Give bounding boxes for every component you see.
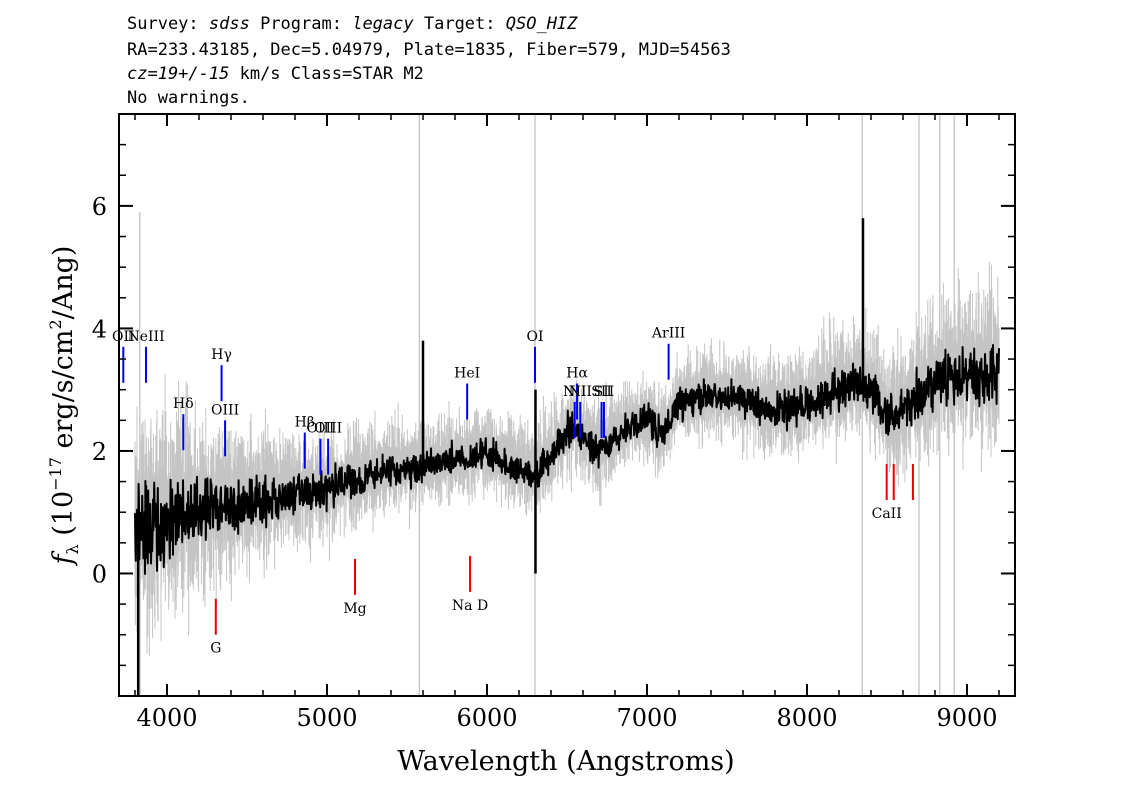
flux-layer [134, 218, 1000, 696]
y-axis-title-mid: erg/s/cm [48, 330, 79, 458]
header-line-3: cz=19+/-15 km/s Class=STAR M2 [127, 64, 424, 84]
program-label: Program: [250, 14, 352, 34]
spectral-line-markers [122, 343, 914, 635]
header-line-1: Survey: sdss Program: legacy Target: QSO… [127, 14, 578, 34]
emission-line-label-14: SII [594, 384, 615, 400]
emission-line-label-3: Hγ [211, 347, 232, 363]
x-tick-label-1: 5000 [296, 704, 357, 732]
y-axis-title-f: f [48, 550, 79, 566]
x-tick-label-4: 8000 [776, 704, 837, 732]
absorption-line-label-3: CaII [872, 506, 902, 522]
absorption-line-label-1: Mg [343, 601, 366, 617]
survey-label: Survey: [127, 14, 209, 34]
y-axis-title-close: /Ang) [48, 246, 79, 320]
header-line-4: No warnings. [127, 88, 250, 108]
emission-line-label-7: OIII [314, 421, 342, 437]
y-axis-title-exp2: 2 [46, 319, 65, 329]
emission-line-label-8: HeI [454, 366, 480, 382]
absorption-line-label-2: Na D [452, 598, 488, 614]
emission-line-label-11: Hα [566, 366, 588, 382]
axes: 4000 5000 6000 7000 8000 9000 0 2 4 6 [92, 114, 1015, 732]
target-value: QSO_HIZ [506, 14, 578, 34]
x-axis-title: Wavelength (Angstroms) [397, 746, 734, 777]
emission-line-label-13: SII [591, 384, 612, 400]
class-value: km/s Class=STAR M2 [229, 64, 423, 84]
y-tick-label-3: 6 [92, 193, 107, 221]
flux-series-line [134, 344, 1000, 575]
program-value: legacy [352, 14, 414, 34]
emission-line-label-10: NII [563, 384, 586, 400]
x-tick-label-5: 9000 [936, 704, 997, 732]
target-label: Target: [414, 14, 506, 34]
y-tick-label-0: 0 [92, 560, 107, 588]
y-axis-title-exp1: −17 [46, 457, 65, 491]
header: Survey: sdss Program: legacy Target: QSO… [127, 14, 731, 108]
x-tick-label-3: 7000 [616, 704, 677, 732]
emission-line-label-1: NeIII [127, 329, 164, 345]
emission-line-label-15: ArIII [651, 326, 685, 342]
survey-value: sdss [209, 14, 250, 34]
cz-value: cz=19+/-15 [127, 64, 229, 84]
header-line-2: RA=233.43185, Dec=5.04979, Plate=1835, F… [127, 40, 731, 60]
emission-line-label-2: Hδ [173, 396, 194, 412]
y-axis-title-open: (10 [48, 491, 79, 544]
emission-line-label-12: NII [569, 384, 592, 400]
y-tick-label-1: 2 [92, 438, 107, 466]
y-axis-title: fλ (10−17 erg/s/cm2/Ang) [46, 246, 82, 567]
absorption-line-label-0: G [210, 641, 221, 657]
plot-area [122, 114, 1000, 696]
emission-line-label-5: Hβ [295, 415, 315, 431]
emission-line-label-0: OII [112, 329, 135, 345]
y-tick-label-2: 4 [92, 315, 107, 343]
x-tick-label-0: 4000 [136, 704, 197, 732]
y-axis-title-sub: λ [63, 544, 82, 554]
emission-line-label-4: OIII [211, 402, 239, 418]
emission-line-label-6: OIII [306, 421, 334, 437]
x-tick-label-2: 6000 [456, 704, 517, 732]
plot-frame [118, 113, 1016, 697]
emission-line-label-9: OI [526, 329, 543, 345]
